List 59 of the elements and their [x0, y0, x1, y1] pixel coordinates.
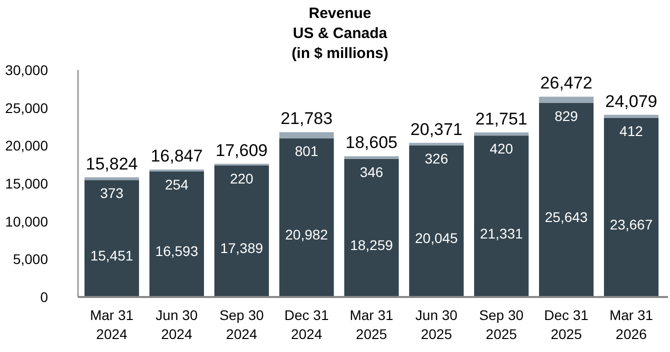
- total-label: 16,847: [150, 146, 203, 166]
- total-label: 24,079: [605, 92, 658, 111]
- bar: [409, 145, 464, 297]
- data-label: 254: [165, 176, 189, 192]
- x-tick-label: Dec 31 2024: [284, 307, 329, 342]
- y-tick-label: 10,000: [5, 213, 48, 230]
- bar: [474, 136, 529, 297]
- bar: [149, 171, 204, 297]
- data-label: 326: [424, 150, 448, 166]
- bar: [539, 96, 594, 103]
- x-tick-label: Sep 30 2025: [479, 307, 524, 342]
- y-tick-label: 30,000: [5, 62, 48, 78]
- y-tick-label: 5,000: [12, 251, 48, 268]
- x-tick-label: Mar 31 2024: [90, 307, 134, 342]
- x-tick-label: Dec 31 2025: [544, 307, 589, 342]
- y-tick-label: 20,000: [5, 138, 48, 154]
- bar: [409, 142, 464, 146]
- bar: [279, 138, 334, 297]
- total-label: 21,783: [280, 109, 333, 128]
- y-tick-label: 0: [40, 289, 48, 305]
- total-label: 15,824: [86, 154, 138, 174]
- x-tick-label: Jun 30 2024: [156, 307, 198, 342]
- data-label: 420: [490, 140, 514, 157]
- x-tick-label: Mar 31 2026: [609, 307, 654, 342]
- data-label: 15,451: [90, 248, 134, 264]
- bar: [604, 118, 659, 297]
- data-label: 346: [360, 164, 384, 180]
- bar: [344, 158, 399, 297]
- y-tick-label: 15,000: [5, 176, 48, 192]
- bar: [539, 102, 594, 297]
- data-label: 412: [620, 122, 644, 139]
- total-label: 26,472: [540, 74, 592, 93]
- bar: [279, 132, 334, 138]
- data-label: 17,389: [220, 240, 264, 256]
- bar: [344, 156, 399, 159]
- total-label: 18,605: [346, 133, 398, 152]
- total-label: 20,371: [410, 120, 462, 139]
- bar: [604, 114, 659, 118]
- data-label: 20,045: [415, 230, 458, 246]
- data-label: 16,593: [155, 243, 198, 260]
- data-label: 21,331: [480, 225, 523, 242]
- data-label: 25,643: [544, 208, 588, 225]
- data-label: 801: [294, 143, 318, 160]
- data-label: 18,259: [350, 236, 394, 253]
- x-tick-label: Jun 30 2025: [415, 307, 458, 342]
- data-label: 829: [554, 108, 578, 124]
- data-label: 20,982: [285, 226, 328, 243]
- bar: [474, 132, 529, 136]
- bar: [214, 165, 269, 297]
- x-tick-label: Sep 30 2024: [219, 307, 264, 342]
- data-label: 220: [230, 170, 254, 186]
- y-tick-label: 25,000: [5, 100, 48, 116]
- x-tick-label: Mar 31 2025: [350, 307, 394, 342]
- chart-title: Revenue US & Canada (in $ millions): [292, 5, 388, 62]
- data-label: 23,667: [610, 216, 653, 232]
- bar: [84, 180, 140, 297]
- total-label: 21,751: [475, 109, 528, 128]
- total-label: 17,609: [216, 140, 268, 160]
- data-label: 373: [100, 185, 124, 202]
